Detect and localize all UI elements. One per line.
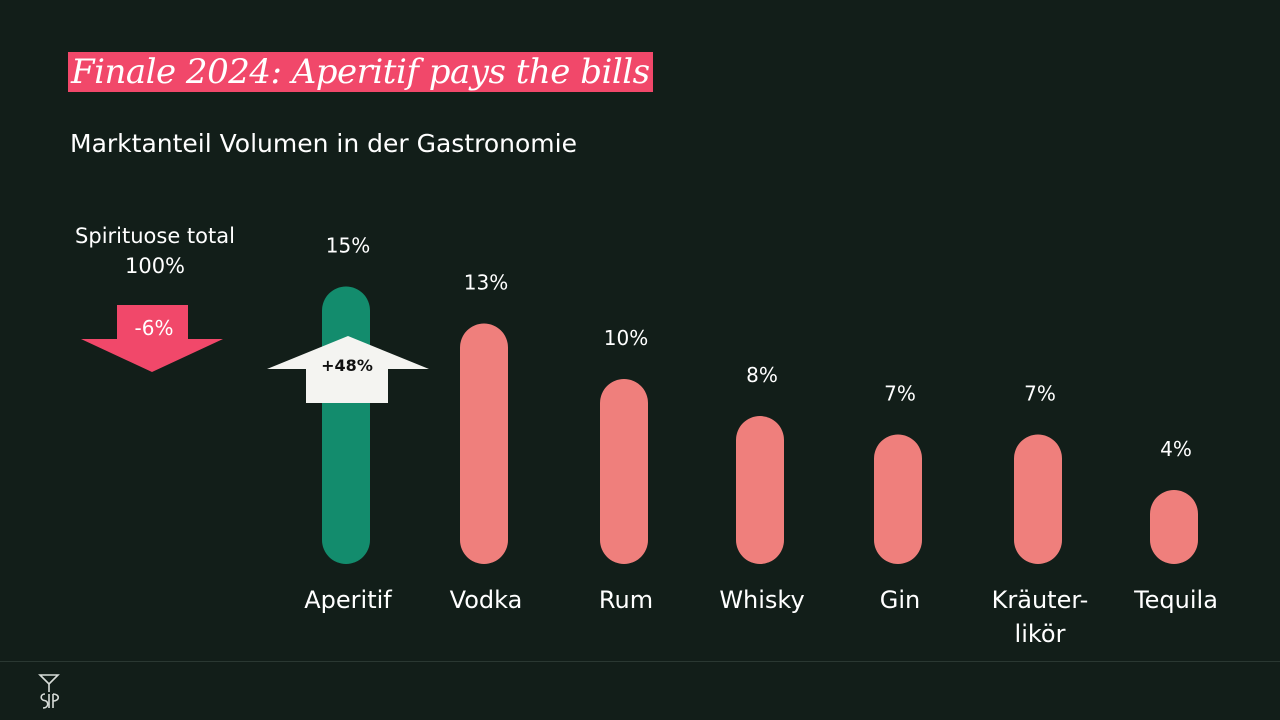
category-label-6: Kräuter-likör — [992, 586, 1089, 648]
bar-2 — [460, 323, 508, 564]
value-label-1: 15% — [326, 234, 370, 258]
category-label-1: Aperitif — [304, 586, 392, 614]
aperitif-change-label: +48% — [321, 356, 373, 375]
category-label-5: Gin — [880, 586, 920, 614]
bar-3 — [600, 379, 648, 564]
total-value: 100% — [124, 254, 186, 278]
footer-divider — [0, 661, 1280, 662]
category-label-4: Whisky — [719, 586, 804, 614]
value-label-5: 7% — [884, 382, 916, 406]
sip-logo-icon — [38, 674, 60, 709]
bar-4 — [736, 416, 784, 564]
total-label: Spirituose total — [75, 224, 235, 248]
bar-5 — [874, 434, 922, 564]
value-label-7: 4% — [1160, 437, 1192, 461]
value-label-3: 10% — [604, 326, 648, 350]
value-label-4: 8% — [746, 363, 778, 387]
value-label-6: 7% — [1024, 382, 1056, 406]
chart-subtitle: Marktanteil Volumen in der Gastronomie — [70, 129, 577, 158]
total-block: Spirituose total 100% — [70, 221, 240, 281]
bar-6 — [1014, 434, 1062, 564]
bar-1 — [322, 286, 370, 564]
category-label-7: Tequila — [1133, 586, 1218, 614]
page-title: Finale 2024: Aperitif pays the bills — [68, 52, 653, 92]
bar-7 — [1150, 490, 1198, 564]
category-label-3: Rum — [599, 586, 653, 614]
category-label-2: Vodka — [450, 586, 523, 614]
up-arrow-icon — [267, 336, 429, 403]
value-label-2: 13% — [464, 271, 508, 295]
down-arrow-icon — [81, 305, 223, 372]
total-change-label: -6% — [134, 316, 174, 340]
